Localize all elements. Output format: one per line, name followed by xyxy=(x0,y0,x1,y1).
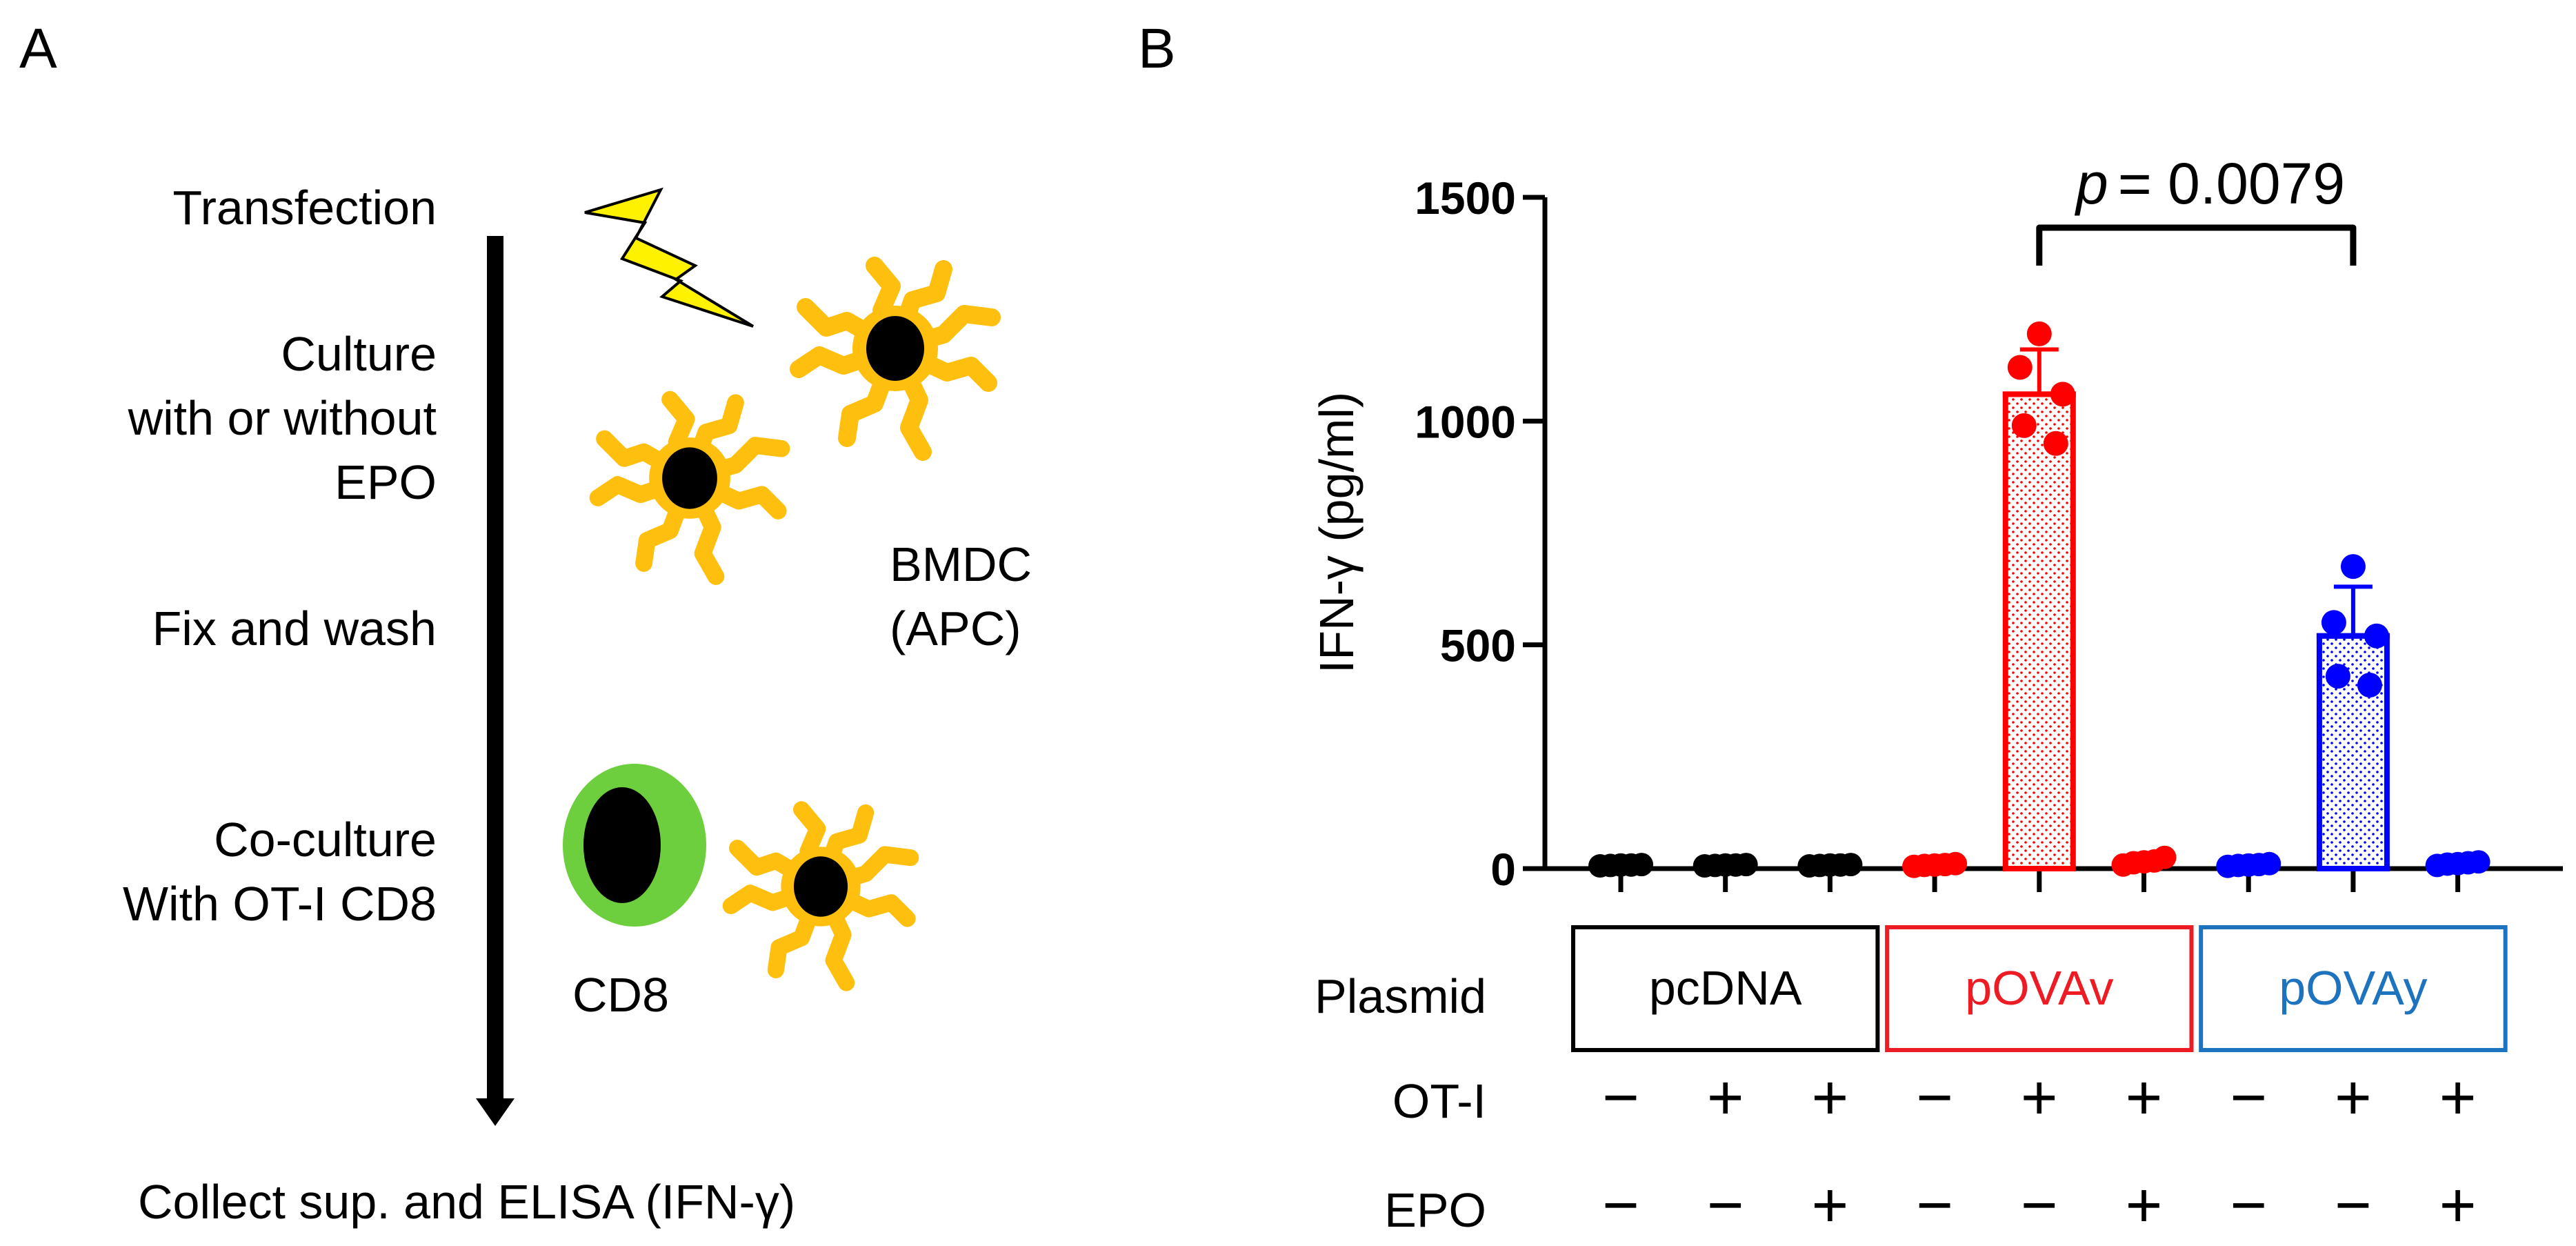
data-point xyxy=(2364,623,2389,649)
cd8-label: CD8 xyxy=(572,968,669,1022)
bmdc-label: BMDC xyxy=(890,537,1032,591)
data-point xyxy=(2321,610,2346,635)
epo-sign: − xyxy=(2021,1170,2058,1240)
plasmid-box xyxy=(2199,925,2508,1052)
ot1-sign: − xyxy=(1602,1062,1639,1133)
lightning-bolt-icon xyxy=(584,187,755,328)
plasmid-box xyxy=(1571,925,1880,1052)
dendritic-cell-icon xyxy=(598,399,781,577)
points-layer xyxy=(1588,321,2490,878)
p-value-label: p = 0.0079 xyxy=(2074,151,2345,216)
data-point xyxy=(1839,853,1863,877)
step-fix-wash: Fix and wash xyxy=(152,602,437,655)
ot1-sign: + xyxy=(2335,1062,2372,1133)
ot1-sign: + xyxy=(2439,1062,2477,1133)
step-coculture-line1: Co-culture xyxy=(214,813,437,867)
epo-sign: + xyxy=(2126,1170,2163,1240)
y-tick-label: 1000 xyxy=(1415,396,1516,447)
data-point xyxy=(2050,382,2075,407)
plasmid-label: pcDNA xyxy=(1649,961,1802,1015)
ot1-sign: + xyxy=(2021,1062,2058,1133)
dendritic-cell-icon xyxy=(799,266,992,452)
epo-sign: + xyxy=(1812,1170,1849,1240)
data-point xyxy=(2043,431,2068,456)
plasmid-box xyxy=(1885,925,2194,1052)
data-point xyxy=(2257,851,2282,876)
step-transfection: Transfection xyxy=(172,181,437,235)
data-point xyxy=(2340,554,2366,580)
panel-b-letter: B xyxy=(1138,17,1176,80)
epo-sign: − xyxy=(1602,1170,1639,1240)
data-point xyxy=(1630,853,1653,877)
epo-sign: − xyxy=(1707,1170,1744,1240)
step-culture-line3: EPO xyxy=(335,455,437,509)
epo-sign: − xyxy=(1916,1170,1953,1240)
data-point xyxy=(1734,853,1758,877)
ot1-sign: − xyxy=(1916,1062,1953,1133)
step-collect: Collect sup. and ELISA (IFN-γ) xyxy=(138,1175,795,1229)
data-point xyxy=(2357,673,2382,698)
ot1-sign: + xyxy=(2126,1062,2163,1133)
data-point xyxy=(2011,413,2037,438)
ot1-sign: + xyxy=(1707,1062,1744,1133)
y-ticks: 0 500 1000 1500 xyxy=(1415,172,1545,895)
row-label-epo: EPO xyxy=(1384,1183,1486,1237)
dendritic-cell-icon xyxy=(731,809,910,982)
row-label-ot1: OT-I xyxy=(1392,1074,1486,1128)
step-culture-line1: Culture xyxy=(281,327,437,381)
y-tick-label: 1500 xyxy=(1415,172,1516,224)
plasmid-label: pOVAv xyxy=(1965,961,2113,1015)
p-symbol: p xyxy=(2074,151,2108,216)
step-coculture-line2: With OT-I CD8 xyxy=(123,877,437,931)
ot1-sign: + xyxy=(1812,1062,1849,1133)
plasmid-boxes: pcDNA pOVAv pOVAy xyxy=(1571,925,2508,1052)
y-tick-label: 500 xyxy=(1440,620,1516,671)
y-tick-label: 0 xyxy=(1490,844,1516,895)
y-axis-label: IFN-γ (pg/ml) xyxy=(1310,392,1364,673)
panel-a-letter: A xyxy=(19,17,57,80)
data-point xyxy=(2153,845,2177,869)
row-label-plasmid: Plasmid xyxy=(1315,969,1486,1023)
cd8-t-cell-icon xyxy=(563,764,706,927)
plasmid-label: pOVAy xyxy=(2279,961,2427,1015)
data-point xyxy=(2325,664,2350,689)
step-culture-line2: with or without xyxy=(128,391,437,445)
ot1-sign: − xyxy=(2230,1062,2267,1133)
significance-bracket xyxy=(2036,224,2357,266)
bar xyxy=(2002,391,2076,871)
apc-label: (APC) xyxy=(890,602,1021,655)
data-point xyxy=(2007,355,2033,380)
sign-rows: − + + − + + − + +− − + − − + − − + xyxy=(1602,1062,2476,1240)
data-point xyxy=(2026,321,2052,346)
epo-sign: + xyxy=(2439,1170,2477,1240)
data-point xyxy=(1944,851,1968,876)
p-value: = 0.0079 xyxy=(2118,151,2345,216)
data-point xyxy=(2466,850,2490,874)
timeline-arrow-icon xyxy=(476,236,515,1126)
bracket-line xyxy=(2036,224,2357,266)
epo-sign: − xyxy=(2230,1170,2267,1240)
epo-sign: − xyxy=(2335,1170,2372,1240)
